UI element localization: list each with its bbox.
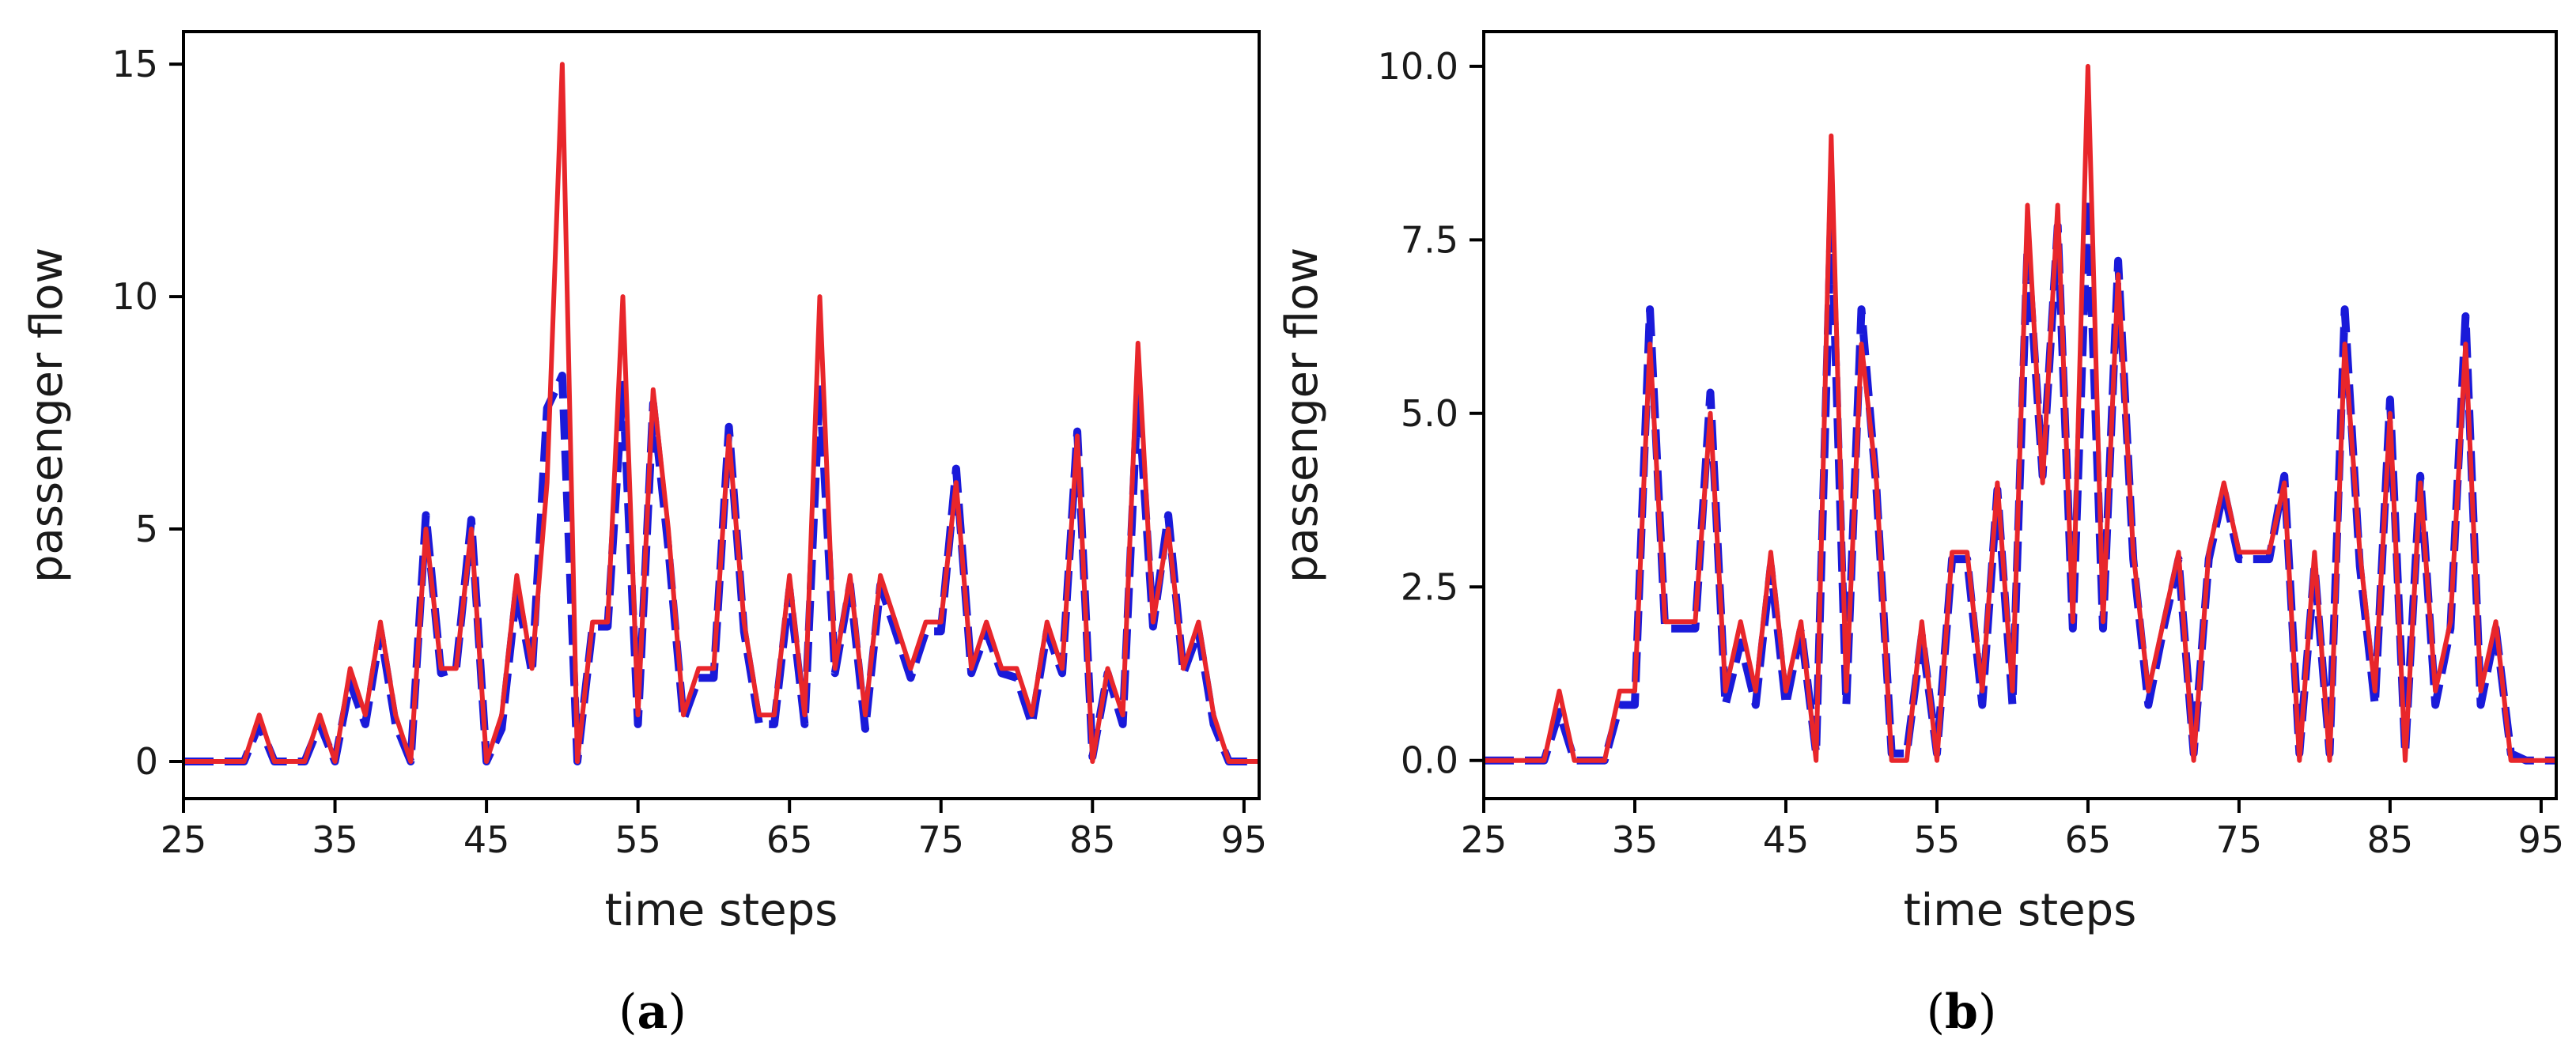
- caption-close-paren: ): [1978, 984, 1996, 1040]
- plot-area-a: [183, 62, 1259, 765]
- x-tick-label: 35: [312, 818, 358, 861]
- ticks-b: 25 35 45 55 65 75 85 95 0.0 2.5 5.0 7.5 10.0: [1378, 45, 2565, 861]
- x-tick-label: 25: [161, 818, 207, 861]
- panel-caption-b: (b): [1927, 984, 1997, 1040]
- x-tick-label: 65: [2065, 818, 2112, 861]
- caption-letter-b: b: [1945, 984, 1978, 1040]
- caption-open-paren: (: [618, 984, 637, 1040]
- y-tick-label: 7.5: [1401, 218, 1458, 261]
- y-tick-label: 15: [112, 43, 158, 85]
- y-tick-label: 10: [112, 275, 158, 318]
- x-tick-label: 75: [2216, 818, 2263, 861]
- chart-panel-a: 25 35 45 55 65 75 85 95 0 5 10 15 time steps passen…: [21, 30, 1267, 1040]
- plot-area-b: [1484, 63, 2556, 765]
- x-tick-label: 25: [1461, 818, 1507, 861]
- caption-letter-a: a: [637, 984, 668, 1040]
- x-tick-label: 75: [917, 818, 964, 861]
- x-tick-label: 45: [463, 818, 510, 861]
- series-actual-line-b: [1484, 63, 2556, 763]
- y-axis-label-a: passenger flow: [21, 247, 73, 583]
- caption-close-paren: ): [668, 984, 686, 1040]
- x-tick-label: 85: [1069, 818, 1116, 861]
- panel-caption-a: (a): [618, 984, 687, 1040]
- x-tick-label: 45: [1763, 818, 1810, 861]
- y-axis-label-b: passenger flow: [1277, 247, 1328, 583]
- x-tick-label: 95: [1221, 818, 1268, 861]
- axes-frame-a: [182, 30, 1261, 800]
- ticks-a: 25 35 45 55 65 75 85 95 0 5 10 15: [112, 43, 1267, 861]
- caption-open-paren: (: [1927, 984, 1945, 1040]
- x-tick-label: 55: [615, 818, 661, 861]
- x-tick-label: 55: [1914, 818, 1961, 861]
- x-axis-label-b: time steps: [1904, 885, 2137, 936]
- y-tick-label: 0: [135, 740, 158, 783]
- x-tick-label: 35: [1612, 818, 1659, 861]
- x-tick-label: 65: [766, 818, 813, 861]
- y-tick-label: 2.5: [1401, 565, 1458, 608]
- y-tick-label: 5: [135, 508, 158, 550]
- y-tick-label: 0.0: [1401, 739, 1458, 782]
- y-tick-label: 10.0: [1378, 45, 1458, 88]
- chart-panel-b: 25 35 45 55 65 75 85 95 0.0 2.5 5.0 7.5 10.0 time st…: [1277, 30, 2565, 1040]
- x-tick-label: 85: [2367, 818, 2414, 861]
- x-tick-label: 95: [2518, 818, 2565, 861]
- x-axis-label-a: time steps: [605, 885, 838, 936]
- axes-frame-b: [1482, 30, 2558, 800]
- series-actual-line-a: [183, 62, 1259, 764]
- y-tick-label: 5.0: [1401, 392, 1458, 435]
